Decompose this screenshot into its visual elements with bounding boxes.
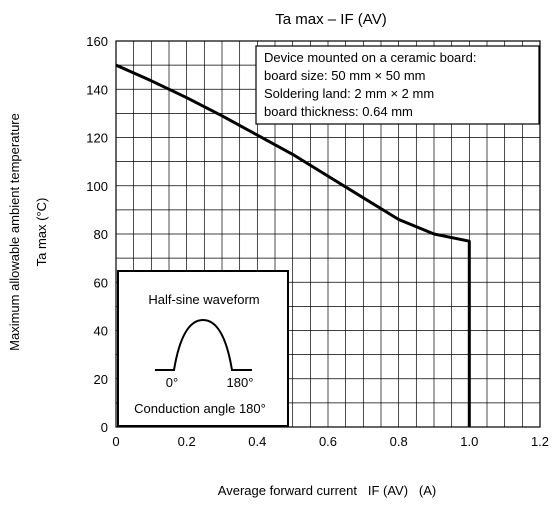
annotation-line-3: Soldering land: 2 mm × 2 mm xyxy=(264,86,434,101)
x-tick-label: 1.2 xyxy=(531,434,549,449)
y-tick-label: 160 xyxy=(86,34,108,49)
y-tick-label: 40 xyxy=(94,324,108,339)
x-tick-label: 0.6 xyxy=(319,434,337,449)
y-tick-label: 100 xyxy=(86,179,108,194)
x-tick-label: 1.0 xyxy=(460,434,478,449)
waveform-caption: Conduction angle 180° xyxy=(134,401,266,416)
x-tick-label: 0.8 xyxy=(390,434,408,449)
y-tick-label: 80 xyxy=(94,227,108,242)
plot-frame xyxy=(115,40,541,428)
y-tick-label: 140 xyxy=(86,82,108,97)
annotation-box: Device mounted on a ceramic board: board… xyxy=(255,45,540,125)
annotation-line-1: Device mounted on a ceramic board: xyxy=(264,50,476,65)
x-tick-label: 0.4 xyxy=(248,434,266,449)
series-group xyxy=(115,63,471,427)
chart-title: Ta max – IF (AV) xyxy=(275,11,386,28)
waveform-inset: Half-sine waveform 0° 180° Conduction an… xyxy=(117,270,289,427)
waveform-label-180deg: 180° xyxy=(227,375,254,390)
x-axis-label: Average forward current IF (AV) (A) xyxy=(218,483,436,498)
x-tick-labels: 0 0.2 0.4 0.6 0.8 1.0 1.2 xyxy=(112,434,549,449)
y-tick-label: 60 xyxy=(94,275,108,290)
annotation-line-4: board thickness: 0.64 mm xyxy=(264,104,413,119)
series-line xyxy=(115,63,471,427)
waveform-title: Half-sine waveform xyxy=(148,292,259,307)
y-axis-label-line1: Maximum allowable ambient temperature xyxy=(7,113,22,351)
y-tick-label: 120 xyxy=(86,131,108,146)
y-tick-label: 20 xyxy=(94,372,108,387)
x-tick-label: 0 xyxy=(112,434,119,449)
y-tick-labels: 0 20 40 60 80 100 120 140 160 xyxy=(86,34,108,435)
half-sine-waveform xyxy=(155,318,252,371)
x-tick-label: 0.2 xyxy=(178,434,196,449)
y-axis-label-line2: Ta max (°C) xyxy=(34,198,49,267)
waveform-label-0deg: 0° xyxy=(166,375,178,390)
annotation-line-2: board size: 50 mm × 50 mm xyxy=(264,68,425,83)
y-tick-label: 0 xyxy=(101,420,108,435)
